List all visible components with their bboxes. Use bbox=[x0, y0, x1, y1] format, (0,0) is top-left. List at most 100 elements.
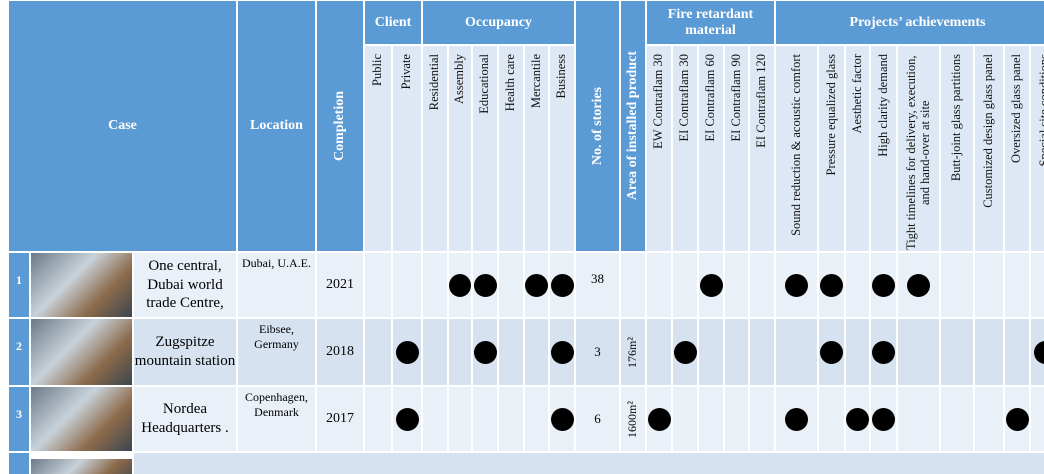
column-label: Assembly bbox=[452, 54, 467, 104]
row-number-text: 3 bbox=[16, 407, 22, 421]
mark-cell bbox=[698, 386, 724, 452]
mark-cell bbox=[775, 252, 818, 318]
case-image bbox=[30, 386, 133, 452]
dot bbox=[673, 340, 697, 364]
header-completion: Completion bbox=[316, 0, 364, 252]
dot bbox=[395, 340, 419, 364]
group-header: Fire retardant material bbox=[646, 0, 775, 45]
column-header: Health care bbox=[498, 45, 524, 252]
mark-cell bbox=[940, 252, 974, 318]
column-label: Pressure equalized glass bbox=[823, 54, 838, 176]
dot bbox=[449, 273, 471, 297]
mark-cell bbox=[818, 386, 845, 452]
dot bbox=[550, 407, 574, 431]
mark-cell bbox=[472, 386, 498, 452]
dot bbox=[872, 407, 895, 431]
header-text: Client bbox=[374, 14, 412, 30]
header-text: Location bbox=[250, 118, 303, 133]
column-label: Butt-joint glass partitions bbox=[949, 54, 964, 182]
column-header: EI Contraflam 120 bbox=[749, 45, 775, 252]
group-header: Occupancy bbox=[422, 0, 575, 45]
group-header: Projects’ achievements bbox=[775, 0, 1044, 45]
area-text: 1600m² bbox=[625, 400, 640, 438]
column-label: Sound reduction & acoustic comfort bbox=[788, 54, 803, 236]
stories: 38 bbox=[575, 252, 620, 318]
column-label: Public bbox=[370, 54, 385, 86]
mark-cell bbox=[364, 318, 392, 386]
area: 176m² bbox=[620, 318, 646, 386]
dot bbox=[820, 340, 843, 364]
mark-cell bbox=[364, 252, 392, 318]
dot bbox=[395, 407, 419, 431]
mark-cell bbox=[974, 318, 1004, 386]
mark-cell bbox=[646, 386, 672, 452]
mark-cell bbox=[422, 252, 448, 318]
column-label: EW Contraflam 30 bbox=[651, 54, 666, 149]
column-label: EI Contraflam 30 bbox=[677, 54, 692, 142]
mark-cell bbox=[897, 386, 940, 452]
completion-text: 2021 bbox=[326, 277, 354, 292]
mark-cell bbox=[897, 318, 940, 386]
dot bbox=[872, 273, 895, 297]
mark-cell bbox=[392, 386, 422, 452]
dot bbox=[525, 273, 548, 297]
mark-cell bbox=[672, 318, 698, 386]
row-number: 3 bbox=[8, 386, 30, 452]
case-name: Zugspitze mountain station bbox=[133, 318, 237, 386]
case-name: One central, Dubai world trade Centre, bbox=[133, 252, 237, 318]
column-header: Oversized glass panel bbox=[1004, 45, 1030, 252]
mark-cell bbox=[498, 386, 524, 452]
column-label: Tight timelines for delivery, execution,… bbox=[903, 55, 932, 250]
column-header: Private bbox=[392, 45, 422, 252]
dot bbox=[647, 407, 671, 431]
mark-cell bbox=[974, 252, 1004, 318]
mark-cell bbox=[472, 252, 498, 318]
dot bbox=[846, 407, 869, 431]
column-header: Public bbox=[364, 45, 392, 252]
dot bbox=[1005, 407, 1029, 431]
mark-cell bbox=[448, 386, 472, 452]
mark-cell bbox=[524, 318, 549, 386]
column-header: Pressure equalized glass bbox=[818, 45, 845, 252]
header-text: Area of installed product bbox=[625, 51, 641, 201]
column-label: High clarity demand bbox=[875, 54, 890, 157]
column-header: EI Contraflam 30 bbox=[672, 45, 698, 252]
mark-cell bbox=[448, 252, 472, 318]
stories-text: 38 bbox=[591, 271, 604, 286]
dot bbox=[550, 340, 574, 364]
area-text: 176m² bbox=[625, 336, 640, 368]
mark-cell bbox=[422, 386, 448, 452]
mark-cell bbox=[698, 318, 724, 386]
stories: 6 bbox=[575, 386, 620, 452]
mark-cell bbox=[549, 252, 575, 318]
location: Eibsee, Germany bbox=[237, 318, 316, 386]
column-header: EI Contraflam 60 bbox=[698, 45, 724, 252]
stories: 3 bbox=[575, 318, 620, 386]
header-text: Fire retardant material bbox=[667, 6, 754, 38]
header-area: Area of installed product bbox=[620, 0, 646, 252]
mark-cell bbox=[1030, 318, 1044, 386]
column-label: Educational bbox=[477, 54, 492, 114]
mark-cell bbox=[870, 386, 897, 452]
case-image bbox=[30, 458, 133, 474]
mark-cell bbox=[1004, 252, 1030, 318]
location: Copenhagen, Denmark bbox=[237, 386, 316, 452]
mark-cell bbox=[472, 318, 498, 386]
mark-cell bbox=[724, 252, 749, 318]
column-header: Residential bbox=[422, 45, 448, 252]
mark-cell bbox=[1004, 318, 1030, 386]
case-name-text: Zugspitze mountain station bbox=[134, 334, 236, 369]
mark-cell bbox=[749, 318, 775, 386]
column-label: Residential bbox=[427, 54, 442, 111]
mark-cell bbox=[749, 386, 775, 452]
mark-cell bbox=[422, 318, 448, 386]
mark-cell bbox=[775, 386, 818, 452]
header-location: Location bbox=[237, 0, 316, 252]
column-label: Aesthetic factor bbox=[849, 54, 864, 134]
completion: 2021 bbox=[316, 252, 364, 318]
mark-cell bbox=[549, 386, 575, 452]
mark-cell bbox=[549, 318, 575, 386]
area bbox=[620, 252, 646, 318]
mark-cell bbox=[870, 252, 897, 318]
